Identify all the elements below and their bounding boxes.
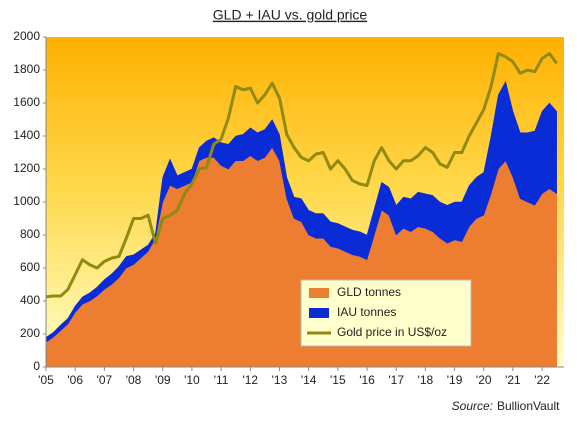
x-tick-label: '16 [359, 373, 375, 387]
x-tick-label: '06 [67, 373, 83, 387]
y-tick-label: 1400 [13, 128, 40, 142]
x-tick-label: '13 [272, 373, 288, 387]
x-tick-label: '12 [242, 373, 258, 387]
x-tick-label: '15 [330, 373, 346, 387]
y-tick-label: 2000 [13, 29, 40, 43]
legend-label: Gold price in US$/oz [337, 325, 447, 339]
x-tick-label: '05 [38, 373, 54, 387]
legend-swatch [309, 288, 329, 298]
x-tick-label: '08 [126, 373, 142, 387]
chart-title: GLD + IAU vs. gold price [213, 7, 368, 23]
x-tick-label: '19 [447, 373, 463, 387]
y-tick-label: 0 [33, 359, 40, 373]
x-tick-label: '10 [184, 373, 200, 387]
x-tick-label: '07 [97, 373, 113, 387]
y-tick-label: 1000 [13, 194, 40, 208]
y-tick-label: 400 [20, 293, 40, 307]
legend-box [300, 279, 472, 347]
x-tick-label: '20 [476, 373, 492, 387]
y-tick-label: 200 [20, 326, 40, 340]
y-tick-label: 1200 [13, 161, 40, 175]
y-tick-label: 1800 [13, 62, 40, 76]
source-label: Source: [452, 399, 493, 413]
price-line [45, 52, 558, 299]
source: BullionVault [497, 399, 560, 413]
x-tick-label: '17 [388, 373, 404, 387]
legend-label: GLD tonnes [337, 285, 401, 299]
x-tick-label: '18 [418, 373, 434, 387]
x-tick-label: '22 [534, 373, 550, 387]
y-tick-label: 1600 [13, 95, 40, 109]
legend: GLD tonnes IAU tonnes Gold price in US$/oz [300, 279, 472, 347]
x-tick-label: '09 [155, 373, 171, 387]
x-tick-label: '11 [214, 373, 229, 387]
legend-swatch [309, 308, 329, 318]
legend-label: IAU tonnes [337, 305, 396, 319]
y-tick-label: 600 [20, 260, 40, 274]
y-tick-label: 800 [20, 227, 40, 241]
x-tick-label: '14 [301, 373, 317, 387]
x-tick-label: '21 [505, 373, 521, 387]
